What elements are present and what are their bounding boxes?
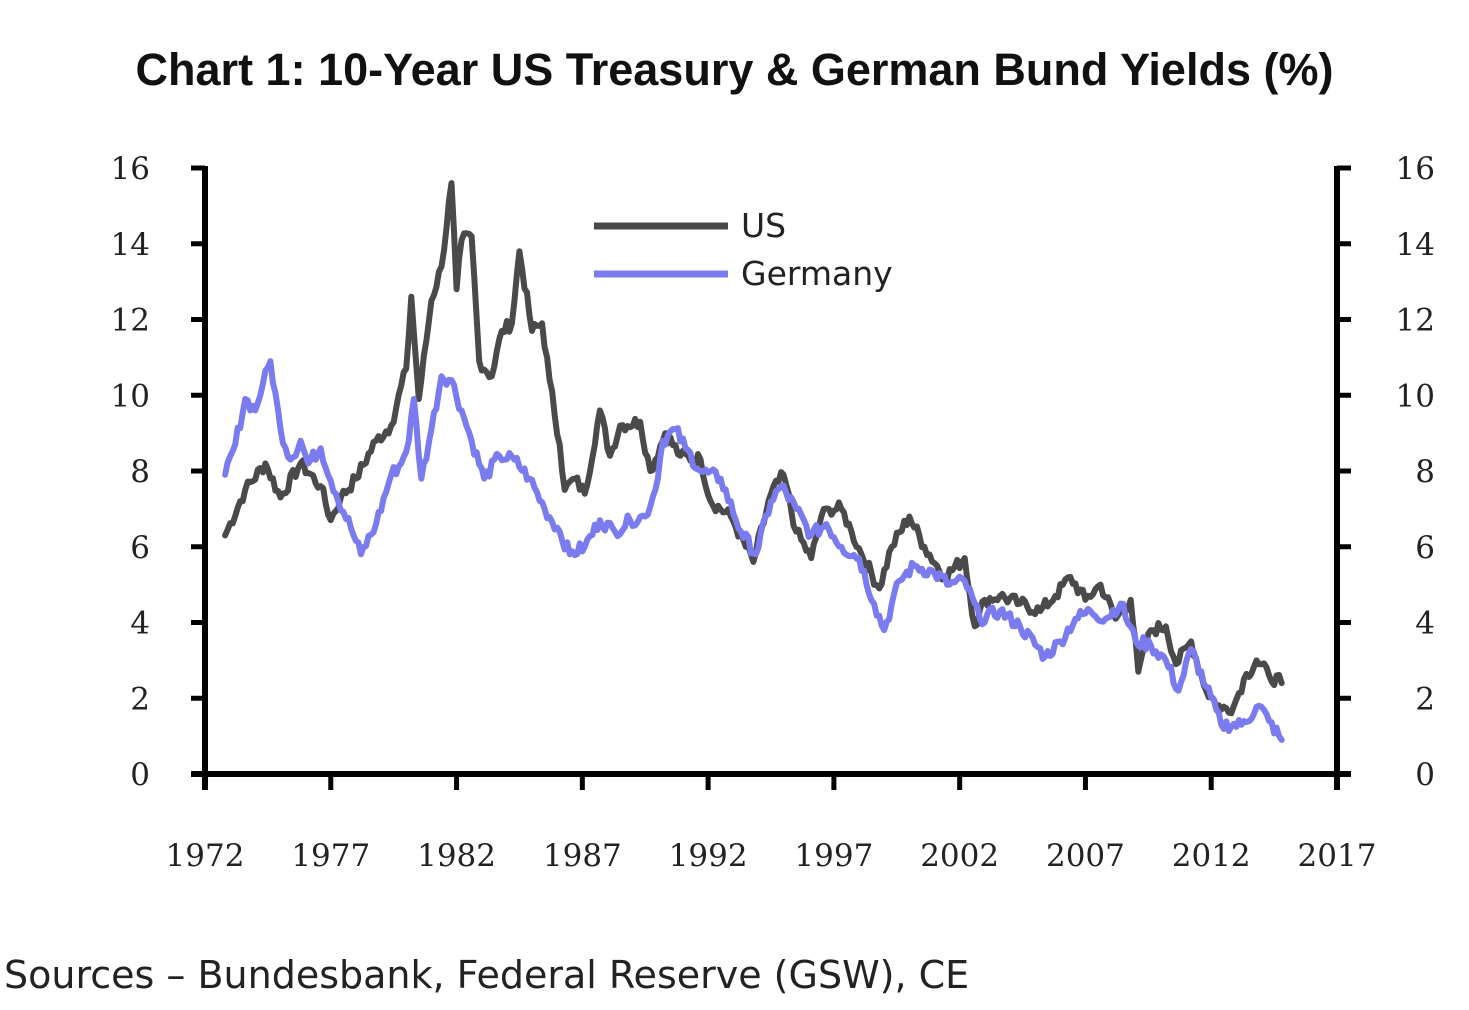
- x-tick-label: 1972: [166, 838, 245, 874]
- y-tick-label-right: 0: [1415, 757, 1435, 793]
- y-tick-label-left: 14: [111, 227, 150, 263]
- chart-title: Chart 1: 10-Year US Treasury & German Bu…: [135, 44, 1334, 95]
- x-tick-label: 1977: [291, 838, 370, 874]
- legend: US Germany: [594, 206, 893, 293]
- y-tick-label-right: 2: [1415, 681, 1435, 717]
- legend-label-germany: Germany: [741, 254, 893, 293]
- y-tick-label-right: 6: [1415, 530, 1435, 566]
- y-tick-label-left: 10: [111, 378, 150, 414]
- y-tick-label-right: 4: [1415, 606, 1435, 642]
- y-tick-label-left: 16: [111, 151, 150, 187]
- y-tick-label-left: 12: [111, 303, 150, 339]
- x-tick-label: 2002: [920, 838, 999, 874]
- x-tick-label: 1992: [669, 838, 748, 874]
- y-tick-label-right: 10: [1396, 378, 1435, 414]
- x-tick-label: 2007: [1046, 838, 1125, 874]
- y-tick-label-left: 4: [130, 606, 150, 642]
- y-tick-label-left: 2: [130, 681, 150, 717]
- x-tick-label: 2017: [1298, 838, 1377, 874]
- axes: 0 0 2 2 4 4 6 6 8 8 10 10 12 12 14 14 16 16 1972 1977 1982 19…: [111, 151, 1435, 874]
- y-tick-label-right: 12: [1396, 303, 1435, 339]
- y-tick-label-right: 8: [1415, 454, 1435, 490]
- x-tick-label: 1997: [794, 838, 873, 874]
- y-tick-label-right: 16: [1396, 151, 1435, 187]
- x-tick-label: 2012: [1172, 838, 1251, 874]
- y-tick-label-right: 14: [1396, 227, 1435, 263]
- y-tick-label-left: 6: [130, 530, 150, 566]
- source-note: Sources – Bundesbank, Federal Reserve (G…: [4, 953, 970, 997]
- x-tick-label: 1982: [417, 838, 496, 874]
- y-tick-label-left: 0: [130, 757, 150, 793]
- y-tick-label-left: 8: [130, 454, 150, 490]
- x-tick-label: 1987: [543, 838, 622, 874]
- series-layer: [222, 180, 1285, 743]
- series-line-us: [222, 180, 1285, 717]
- legend-label-us: US: [741, 206, 786, 245]
- series-line-germany: [222, 358, 1285, 743]
